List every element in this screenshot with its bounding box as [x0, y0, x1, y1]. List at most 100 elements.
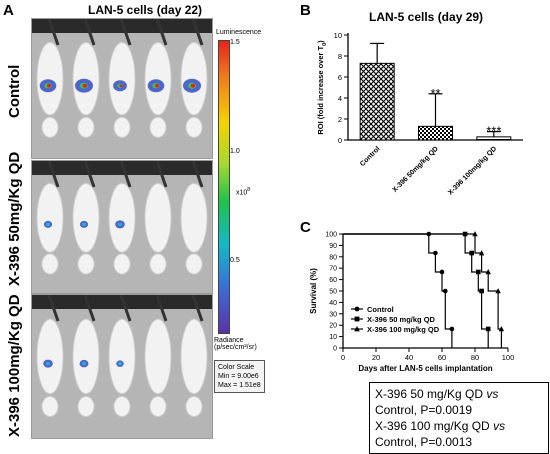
mouse-body [144, 42, 172, 116]
y-tick-label: 4 [338, 94, 342, 103]
mouse-body [144, 182, 172, 253]
data-point [479, 288, 484, 294]
signal-blob [82, 83, 88, 88]
y-tick-label: 0 [338, 136, 342, 145]
mouse-head [185, 253, 203, 275]
x-tick-label: 80 [471, 353, 479, 362]
imaging-control [31, 18, 213, 159]
x-tick-label: 40 [405, 353, 413, 362]
x-tick-label: 100 [502, 353, 515, 362]
y-tick-label: 40 [329, 300, 337, 307]
data-point [443, 288, 448, 294]
mouse-tail [155, 161, 168, 188]
mouse-tail [83, 19, 96, 46]
mouse-head [41, 116, 59, 138]
x-tick-label: 60 [438, 353, 446, 362]
y-axis-label: ROI (fold increase over T0) [316, 40, 328, 135]
imaging-50mg [31, 160, 213, 294]
signal-blob [119, 84, 123, 88]
y-tick-label: 0 [333, 346, 337, 353]
row-label-50mg: X-396 50mg/Kg QD [6, 151, 23, 286]
y-tick-label: 20 [329, 323, 337, 330]
data-point [354, 306, 360, 312]
bar [359, 62, 395, 141]
x-tick-label: 0 [341, 353, 345, 362]
data-point [354, 326, 360, 332]
stats-line-1: X-396 50 mg/Kg QD vs Control, P=0.0019 [375, 387, 499, 417]
mouse-body [36, 182, 64, 253]
legend-marker [354, 326, 360, 332]
signal-blob [47, 83, 51, 88]
panel-c-letter: C [300, 219, 311, 236]
signal-blob [82, 362, 86, 366]
mouse-head [185, 116, 203, 138]
data-point [495, 288, 501, 294]
y-tick-label: 60 [329, 277, 337, 284]
y-tick-label: 100 [325, 232, 337, 239]
bar-chart: 0 2 4 6 8 10 ROI (fold increase over T0) Contro… [316, 31, 523, 197]
data-point [439, 269, 445, 275]
y-tick-label: 50 [329, 289, 337, 296]
colorscale-unit: Radiance (p/sec/cm²/sr) [214, 337, 257, 351]
mouse-tail [191, 19, 204, 46]
mouse-body [72, 42, 100, 116]
colorscale-tick: 1.5 [230, 39, 240, 46]
y-tick-label: 90 [329, 243, 337, 250]
mouse-tail [47, 161, 60, 188]
x-tick-label: X-396 50mg/kg QD [391, 145, 439, 193]
survival-chart: 0 10 20 30 40 50 60 70 80 90 100 0 20 40 60 80 100 Surviv… [309, 231, 515, 373]
panel-b-title: LAN-5 cells (day 29) [369, 10, 484, 24]
colorscale-tick: 1.0 [230, 148, 240, 155]
mouse-head [77, 116, 95, 138]
x-axis-label: Days after LAN-5 cells implantation [358, 364, 492, 373]
y-tick-label: 6 [338, 73, 342, 82]
signal-blob [46, 362, 50, 366]
y-tick-label: 8 [338, 52, 342, 61]
data-point [485, 269, 491, 275]
mouse-body [108, 42, 136, 116]
mouse-body [36, 42, 64, 116]
data-point [469, 250, 474, 256]
data-point [478, 250, 485, 256]
mouse-head [77, 396, 95, 418]
colorscale-tick: 0.5 [230, 257, 240, 264]
mouse-tail [47, 19, 60, 46]
mouse-head [149, 253, 167, 275]
mouse-body [108, 318, 136, 395]
data-point [476, 269, 481, 275]
mouse-body [72, 182, 100, 253]
data-point [354, 316, 360, 322]
y-tick-label: 10 [334, 31, 342, 40]
legend-marker [354, 306, 360, 312]
x-tick-label: X-396 100mg/kg QD [447, 145, 498, 196]
x-tick-label: 20 [372, 353, 380, 362]
y-tick-label: 10 [329, 334, 337, 341]
colorscale-legend: Color Scale Min = 9.00e6 Max = 1.51e8 [214, 360, 265, 393]
series-markers [472, 231, 505, 332]
y-tick-label: 80 [329, 254, 337, 261]
panel-b-letter: B [300, 2, 311, 19]
x-tick-label: Control [359, 145, 382, 168]
row-label-control: Control [6, 64, 23, 118]
mouse-head [113, 253, 131, 275]
legend-label: X-396 100 mg/kg QD [367, 325, 440, 334]
data-point [433, 250, 438, 256]
mouse-head [77, 253, 95, 275]
signal-blob [155, 83, 159, 88]
legend-label: Control [367, 305, 394, 314]
mouse-head [149, 396, 167, 418]
row-label-100mg: X-396 100mg/Kg QD [6, 294, 23, 437]
mouse-body [72, 318, 100, 395]
mouse-tail [155, 295, 168, 322]
mouse-body [108, 182, 136, 253]
data-point [498, 326, 505, 332]
colorscale-bar [218, 40, 230, 334]
bar [476, 136, 512, 141]
mouse-tail [119, 19, 132, 46]
mouse-tail [155, 19, 168, 46]
mouse-tail [47, 295, 60, 322]
colorscale-multiplier: x108 [236, 187, 251, 197]
bar [418, 125, 453, 141]
mouse-tail [191, 295, 204, 322]
y-axis-label: Survival (%) [309, 268, 318, 314]
